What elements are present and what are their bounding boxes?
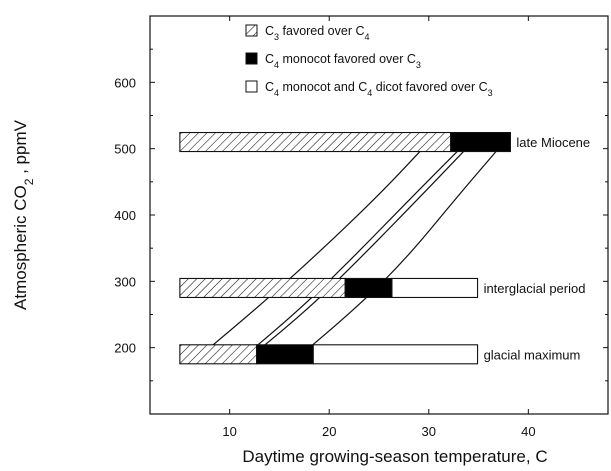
bar-1-segment-white xyxy=(391,277,479,299)
legend-swatch-white xyxy=(245,80,258,93)
bar-0-segment-black xyxy=(450,131,511,153)
y-tick-label-500: 500 xyxy=(114,142,136,157)
y-tick-label-300: 300 xyxy=(114,274,136,289)
curve-1 xyxy=(209,141,430,349)
legend-entry-white: C4 monocot and C4 dicot favored over C3 xyxy=(265,80,493,98)
y-axis-title-sub: 2 xyxy=(22,178,36,185)
x-tick-label-30: 30 xyxy=(422,424,436,439)
bar-2-segment-hatched xyxy=(179,344,258,365)
legend-entry-black: C4 monocot favored over C3 xyxy=(265,52,421,70)
y-tick-label-600: 600 xyxy=(114,75,136,90)
bar-label-0: late Miocene xyxy=(516,135,590,150)
legend-swatch-hatched xyxy=(245,24,258,37)
legend-swatch-black xyxy=(245,52,258,65)
x-tick-label-10: 10 xyxy=(222,424,236,439)
x-tick-label-20: 20 xyxy=(322,424,336,439)
curve-2 xyxy=(254,141,468,349)
bar-0-segment-hatched xyxy=(179,131,452,153)
y-axis-title-main: Atmospheric CO xyxy=(11,185,30,310)
bar-2-segment-white xyxy=(312,344,479,365)
curve-3 xyxy=(261,141,474,349)
bar-label-2: glacial maximum xyxy=(484,347,581,362)
y-axis-title-tail: , ppmV xyxy=(11,119,30,178)
y-axis-title: Atmospheric CO2 , ppmV xyxy=(11,119,36,310)
bar-1-segment-black xyxy=(344,277,393,299)
y-tick-label-400: 400 xyxy=(114,208,136,223)
x-axis-title: Daytime growing-season temperature, C xyxy=(242,447,547,466)
bar-label-1: interglacial period xyxy=(484,281,586,296)
legend-entry-hatched: C3 favored over C4 xyxy=(265,24,370,42)
y-tick-label-200: 200 xyxy=(114,341,136,356)
bar-1-segment-hatched xyxy=(179,277,346,299)
x-tick-label-40: 40 xyxy=(521,424,535,439)
bar-2-segment-black xyxy=(255,344,314,365)
curve-4 xyxy=(308,148,499,349)
